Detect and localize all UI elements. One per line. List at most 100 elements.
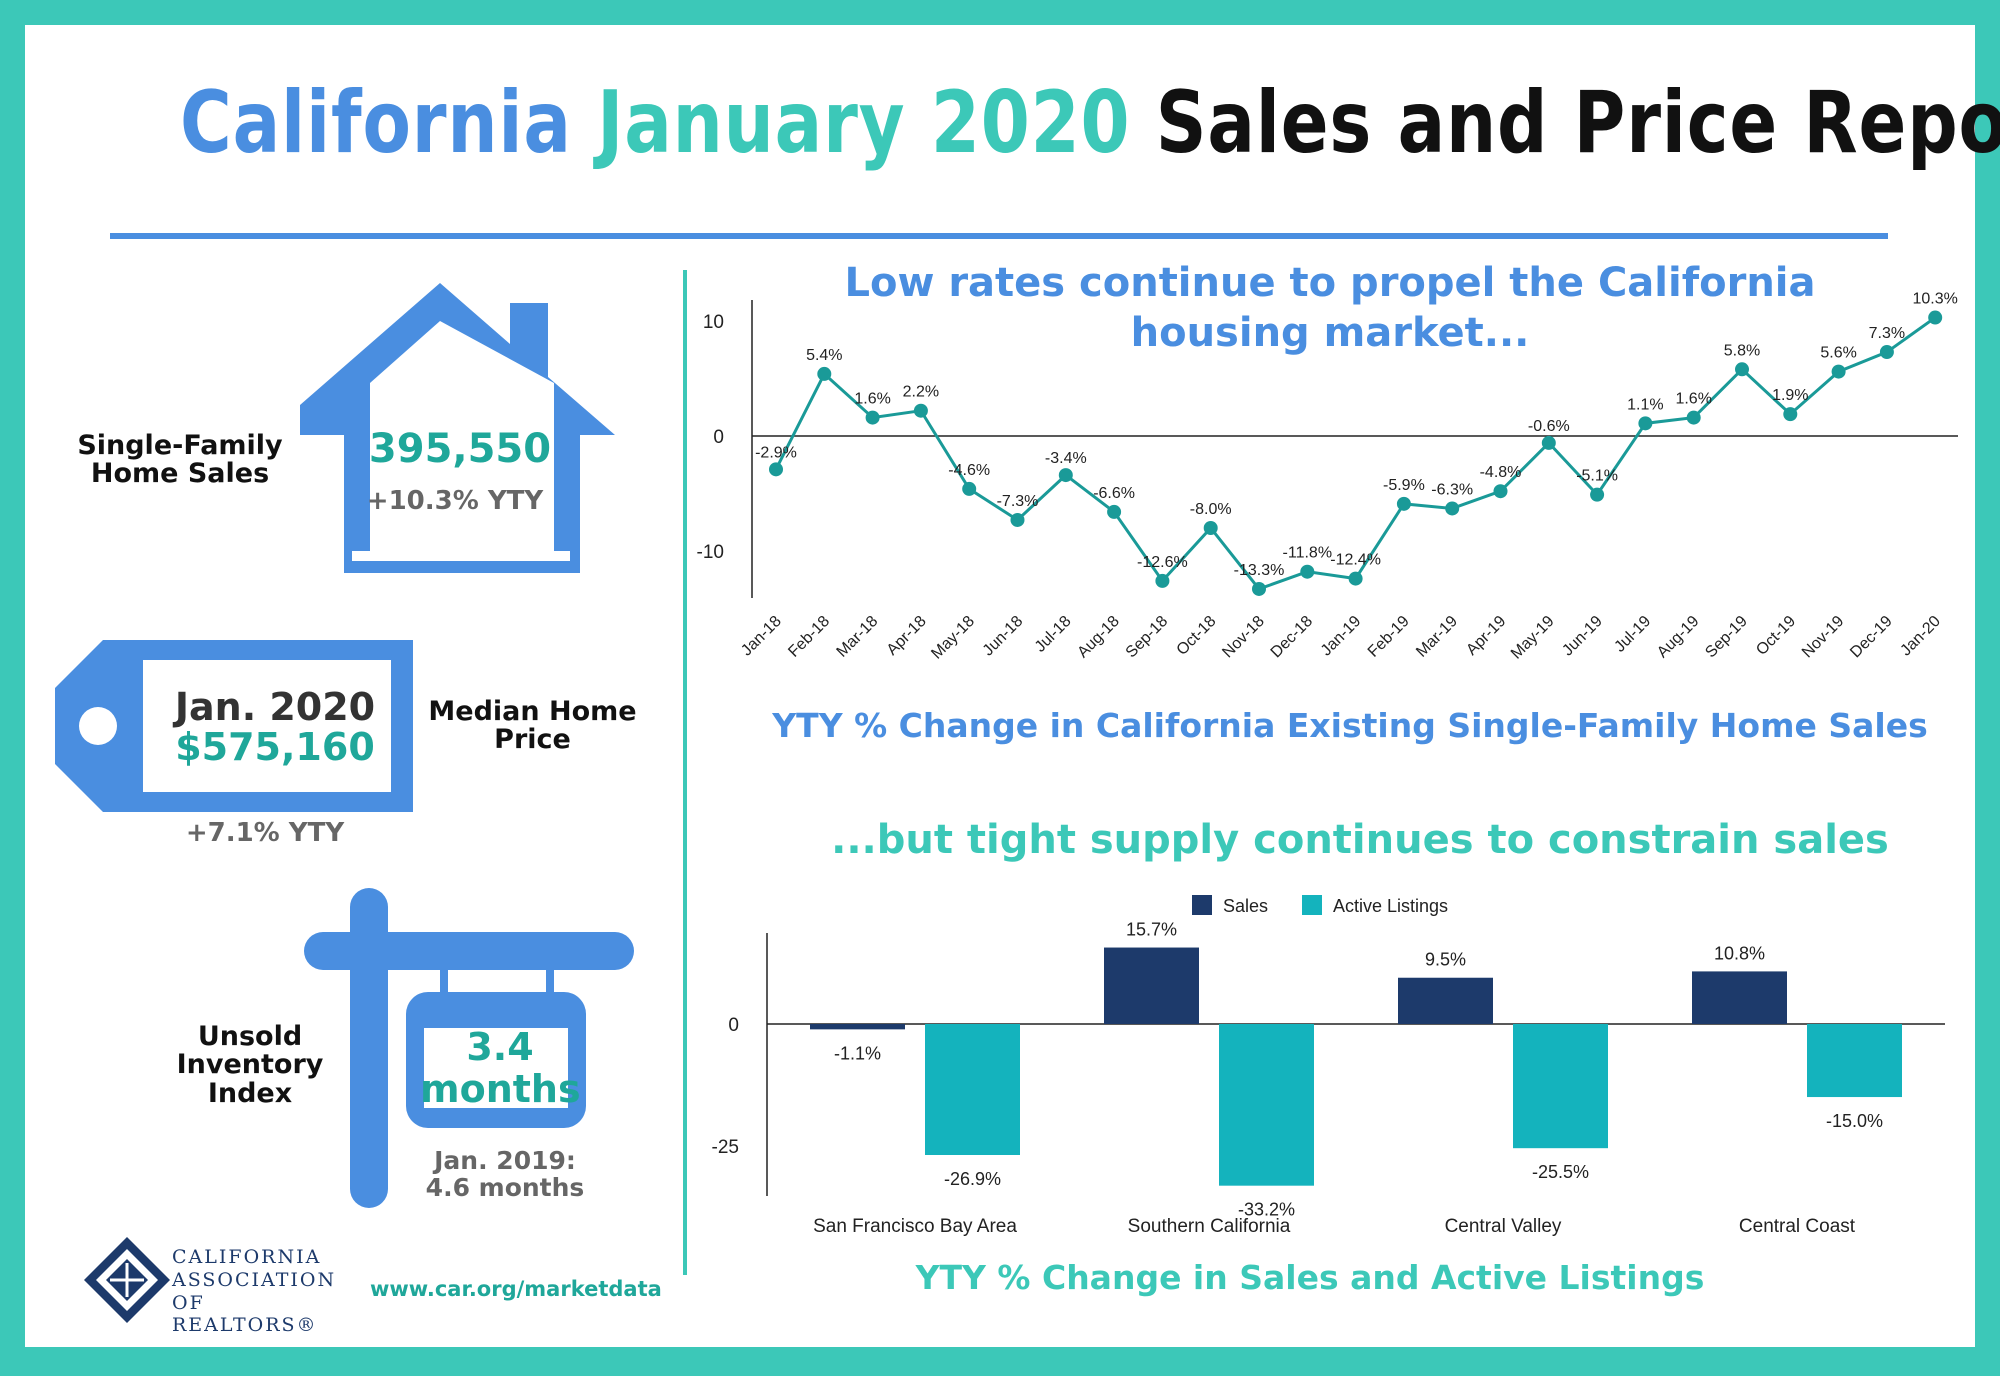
price-label: Median Home Price: [428, 696, 637, 756]
data-label: -7.3%: [997, 493, 1039, 510]
inventory-unit: months: [420, 1067, 581, 1111]
data-label: -3.4%: [1045, 450, 1087, 467]
page-title: California January 2020 Sales and Price …: [180, 80, 2000, 166]
data-label: 1.1%: [1627, 396, 1663, 413]
footer-url[interactable]: www.car.org/marketdata: [370, 1277, 662, 1301]
data-label: 5.4%: [806, 347, 842, 364]
y-tick-label: 0: [728, 1015, 739, 1036]
title-state: California: [180, 73, 572, 173]
data-label: -8.0%: [1190, 501, 1232, 518]
data-label: 5.8%: [1724, 342, 1760, 359]
bar: [1219, 1024, 1314, 1186]
data-label: -12.4%: [1330, 552, 1381, 569]
column-divider: [683, 270, 687, 1275]
price-period: Jan. 2020: [174, 685, 376, 729]
price-change: +7.1% YTY: [185, 818, 345, 848]
legend-label: Active Listings: [1333, 896, 1448, 916]
signpost-icon: [304, 888, 634, 1208]
chart1-caption: YTY % Change in California Existing Sing…: [772, 706, 1928, 745]
bar: [925, 1024, 1020, 1156]
category-label: Central Valley: [1445, 1216, 1562, 1237]
bar: [1807, 1024, 1902, 1098]
data-point: [1010, 512, 1025, 527]
bar-value-label: 15.7%: [1126, 920, 1177, 940]
legend-swatch: [1302, 895, 1322, 915]
inventory-prior-label: Jan. 2019:: [434, 1146, 576, 1175]
bar: [810, 1024, 905, 1030]
data-label: -4.8%: [1480, 464, 1522, 481]
category-label: Central Coast: [1739, 1216, 1856, 1237]
data-point: [1396, 496, 1411, 511]
data-point: [1541, 435, 1556, 450]
bar-value-label: -15.0%: [1826, 1111, 1883, 1131]
chart1-heading: Low rates continue to propel the Califor…: [844, 260, 1816, 356]
bar: [1692, 971, 1787, 1024]
bar-value-label: -33.2%: [1238, 1200, 1295, 1220]
data-point: [1493, 484, 1508, 499]
data-label: 2.2%: [903, 384, 939, 401]
bar: [1104, 947, 1199, 1024]
data-label: 5.6%: [1820, 345, 1856, 362]
inventory-prior-value: 4.6 months: [425, 1173, 585, 1202]
data-point: [865, 410, 880, 425]
title-divider: [110, 233, 1888, 239]
data-point: [1107, 504, 1122, 519]
data-label: -5.1%: [1576, 468, 1618, 485]
data-point: [1638, 416, 1653, 431]
y-tick-label: 0: [713, 427, 724, 448]
bar-value-label: 9.5%: [1425, 950, 1466, 970]
data-point: [1783, 407, 1798, 422]
sales-change: +10.3% YTY: [366, 486, 544, 516]
data-label: -4.6%: [948, 462, 990, 479]
data-label: -13.3%: [1234, 562, 1285, 579]
data-point: [1058, 468, 1073, 483]
inventory-label: Unsold Inventory Index: [176, 1021, 324, 1109]
bar-value-label: -1.1%: [834, 1043, 881, 1063]
bar: [1513, 1024, 1608, 1149]
data-point: [1348, 571, 1363, 586]
org-name: CALIFORNIA ASSOCIATION OF REALTORS®: [172, 1246, 342, 1337]
price-tag-icon: [55, 640, 413, 812]
y-tick-label: -25: [712, 1137, 739, 1158]
data-label: -2.9%: [755, 444, 797, 461]
category-label: Southern California: [1128, 1216, 1291, 1237]
data-label: 1.9%: [1772, 387, 1808, 404]
price-value: $575,160: [175, 725, 375, 769]
y-tick-label: -10: [697, 542, 724, 563]
legend-swatch: [1192, 895, 1212, 915]
data-label: -6.3%: [1431, 481, 1473, 498]
house-icon: [300, 283, 615, 573]
sales-label: Single-Family Home Sales: [77, 430, 283, 490]
bar-value-label: -25.5%: [1532, 1162, 1589, 1182]
chart2-heading: ...but tight supply continues to constra…: [831, 817, 1889, 863]
bar: [1398, 977, 1493, 1024]
org-line-3: OF REALTORS®: [172, 1291, 318, 1337]
title-report: Sales and Price Report: [1155, 73, 2000, 173]
data-point: [1928, 310, 1943, 325]
car-logo-icon: [84, 1237, 170, 1323]
data-point: [817, 366, 832, 381]
data-point: [1590, 487, 1605, 502]
y-tick-label: 10: [703, 312, 724, 333]
data-point: [1252, 581, 1266, 596]
data-point: [1735, 362, 1749, 377]
data-point: [1686, 410, 1701, 425]
data-label: -6.6%: [1093, 485, 1135, 502]
data-point: [1203, 521, 1218, 535]
inventory-value: 3.4: [466, 1025, 534, 1069]
data-point: [1831, 364, 1846, 379]
data-label: -12.6%: [1137, 554, 1188, 571]
category-label: San Francisco Bay Area: [813, 1216, 1017, 1237]
data-label: 1.6%: [1675, 391, 1711, 408]
data-point: [1155, 573, 1170, 588]
data-label: 10.3%: [1913, 291, 1958, 308]
org-line-1: CALIFORNIA: [172, 1246, 322, 1268]
data-point: [1445, 501, 1460, 516]
data-point: [962, 481, 977, 496]
data-label: -11.8%: [1283, 545, 1333, 562]
sales-value: 395,550: [368, 426, 552, 472]
data-label: 7.3%: [1869, 325, 1905, 342]
data-point: [1879, 345, 1894, 360]
data-point: [1300, 564, 1315, 579]
